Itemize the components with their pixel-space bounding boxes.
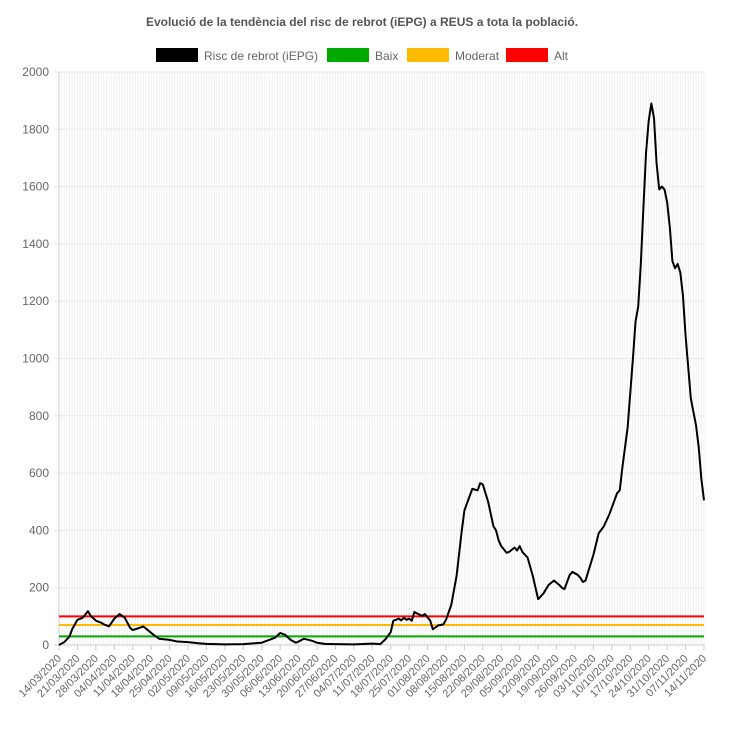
legend-item[interactable]: Baix (327, 48, 398, 63)
legend-swatch (327, 48, 369, 62)
y-tick-label: 1200 (22, 294, 49, 308)
x-axis: 14/03/202021/03/202028/03/202004/04/2020… (17, 644, 709, 700)
legend: Risc de rebrot (iEPG) Baix Moderat Alt (156, 48, 569, 63)
grid (54, 71, 705, 646)
series-lines (58, 102, 705, 646)
y-tick-label: 800 (29, 409, 49, 423)
y-tick-label: 600 (29, 466, 49, 480)
legend-label: Alt (554, 49, 569, 63)
threshold-lines (59, 615, 704, 638)
y-tick-label: 0 (42, 638, 49, 652)
y-tick-label: 1800 (22, 122, 49, 136)
y-tick-label: 2000 (22, 65, 49, 79)
y-tick-label: 1600 (22, 180, 49, 194)
y-tick-label: 1400 (22, 237, 49, 251)
legend-item[interactable]: Risc de rebrot (iEPG) (156, 48, 318, 63)
legend-label: Risc de rebrot (iEPG) (204, 49, 318, 63)
chart-title: Evolució de la tendència del risc de reb… (146, 15, 578, 29)
y-tick-label: 400 (29, 523, 49, 537)
legend-label: Baix (375, 49, 398, 63)
legend-swatch (506, 48, 548, 62)
legend-item[interactable]: Moderat (407, 48, 500, 63)
y-axis: 0 200 400 600 800 1000 1200 1400 1600 1800 2000 (22, 65, 60, 652)
legend-swatch (156, 48, 198, 62)
y-tick-label: 1000 (22, 352, 49, 366)
series-line-iepg (58, 102, 705, 646)
y-tick-label: 200 (29, 581, 49, 595)
legend-item[interactable]: Alt (506, 48, 569, 63)
legend-swatch (407, 48, 449, 62)
legend-label: Moderat (455, 49, 500, 63)
